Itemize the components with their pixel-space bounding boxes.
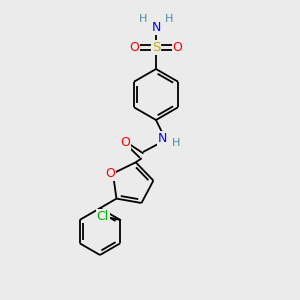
Text: H: H: [139, 14, 148, 25]
Text: H: H: [172, 138, 180, 148]
Text: N: N: [158, 132, 167, 145]
Text: H: H: [164, 14, 173, 25]
Text: O: O: [130, 41, 139, 54]
Text: N: N: [151, 21, 161, 34]
Text: O: O: [106, 167, 116, 180]
Text: S: S: [152, 41, 160, 54]
Text: O: O: [173, 41, 182, 54]
Text: Cl: Cl: [97, 210, 109, 223]
Text: O: O: [121, 136, 130, 149]
